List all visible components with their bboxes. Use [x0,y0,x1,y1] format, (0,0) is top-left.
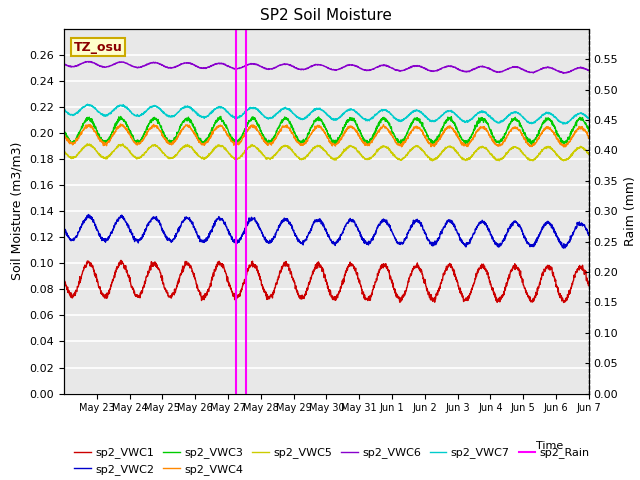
sp2_VWC7 [585,115,593,121]
sp2_VWC7 [87,102,95,108]
sp2_VWC6 [585,68,593,73]
sp2_VWC6 [561,70,568,76]
sp2_VWC6 [85,59,93,64]
sp2_VWC4 [570,132,578,137]
sp2_VWC3 [217,114,225,120]
sp2_VWC6 [316,62,323,68]
sp2_VWC3 [232,142,239,147]
sp2_VWC3 [87,117,95,123]
sp2_VWC7 [570,113,578,119]
sp2_VWC1 [585,281,593,287]
sp2_VWC5 [585,150,593,156]
sp2_VWC2 [559,245,567,251]
sp2_VWC4 [585,133,593,139]
sp2_VWC5 [570,148,578,154]
sp2_VWC1 [301,292,309,298]
sp2_VWC7 [301,115,309,121]
sp2_VWC3 [302,135,310,141]
sp2_VWC6 [60,61,68,67]
sp2_VWC4 [87,122,95,128]
sp2_VWC5 [429,158,436,164]
sp2_VWC7 [84,101,92,107]
sp2_VWC2 [60,225,68,230]
sp2_VWC2 [87,216,95,222]
sp2_VWC6 [87,59,95,65]
sp2_VWC1 [570,275,578,281]
Legend: sp2_VWC1, sp2_VWC2, sp2_VWC3, sp2_VWC4, sp2_VWC5, sp2_VWC6, sp2_VWC7, sp2_Rain: sp2_VWC1, sp2_VWC2, sp2_VWC3, sp2_VWC4, … [70,443,595,479]
sp2_VWC1 [117,257,125,263]
sp2_VWC2 [474,223,481,229]
sp2_VWC4 [560,144,568,150]
sp2_VWC2 [570,228,578,234]
Line: sp2_VWC4: sp2_VWC4 [64,124,589,147]
sp2_VWC5 [570,149,578,155]
sp2_VWC6 [301,66,309,72]
sp2_VWC5 [316,144,323,149]
sp2_VWC2 [585,231,593,237]
sp2_VWC3 [474,119,481,125]
sp2_VWC5 [301,155,309,161]
sp2_VWC6 [570,67,578,72]
sp2_VWC2 [84,212,92,217]
Line: sp2_VWC6: sp2_VWC6 [64,61,589,73]
sp2_VWC6 [474,65,481,71]
sp2_VWC1 [560,300,568,305]
sp2_VWC4 [570,132,578,137]
sp2_VWC4 [316,124,323,130]
sp2_VWC3 [570,124,578,130]
sp2_VWC3 [60,130,68,135]
sp2_VWC5 [60,148,68,154]
sp2_VWC5 [87,142,95,148]
sp2_VWC7 [570,114,578,120]
Text: Time: Time [536,441,563,451]
sp2_VWC6 [570,67,578,72]
sp2_VWC2 [316,219,323,225]
sp2_VWC4 [116,121,124,127]
sp2_VWC1 [316,263,323,269]
sp2_VWC1 [474,268,481,274]
sp2_VWC2 [570,228,578,234]
sp2_VWC7 [60,107,68,112]
sp2_VWC5 [474,146,481,152]
Line: sp2_VWC2: sp2_VWC2 [64,215,589,248]
Title: SP2 Soil Moisture: SP2 Soil Moisture [260,9,392,24]
sp2_VWC4 [474,129,481,134]
sp2_VWC4 [60,132,68,138]
sp2_VWC3 [570,124,578,130]
sp2_VWC1 [60,274,68,279]
Y-axis label: Soil Moisture (m3/m3): Soil Moisture (m3/m3) [11,142,24,280]
sp2_VWC4 [301,140,309,146]
sp2_VWC1 [87,262,95,267]
sp2_VWC5 [119,141,127,147]
sp2_VWC1 [570,272,578,278]
sp2_VWC3 [585,129,593,134]
sp2_VWC3 [316,116,324,121]
Line: sp2_VWC3: sp2_VWC3 [64,117,589,144]
sp2_VWC7 [316,107,323,112]
sp2_VWC7 [474,111,481,117]
Y-axis label: Raim (mm): Raim (mm) [624,176,637,246]
Line: sp2_VWC7: sp2_VWC7 [64,104,589,124]
sp2_VWC7 [559,121,566,127]
Line: sp2_VWC1: sp2_VWC1 [64,260,589,302]
Line: sp2_VWC5: sp2_VWC5 [64,144,589,161]
sp2_VWC2 [301,237,309,242]
Text: TZ_osu: TZ_osu [74,41,123,54]
